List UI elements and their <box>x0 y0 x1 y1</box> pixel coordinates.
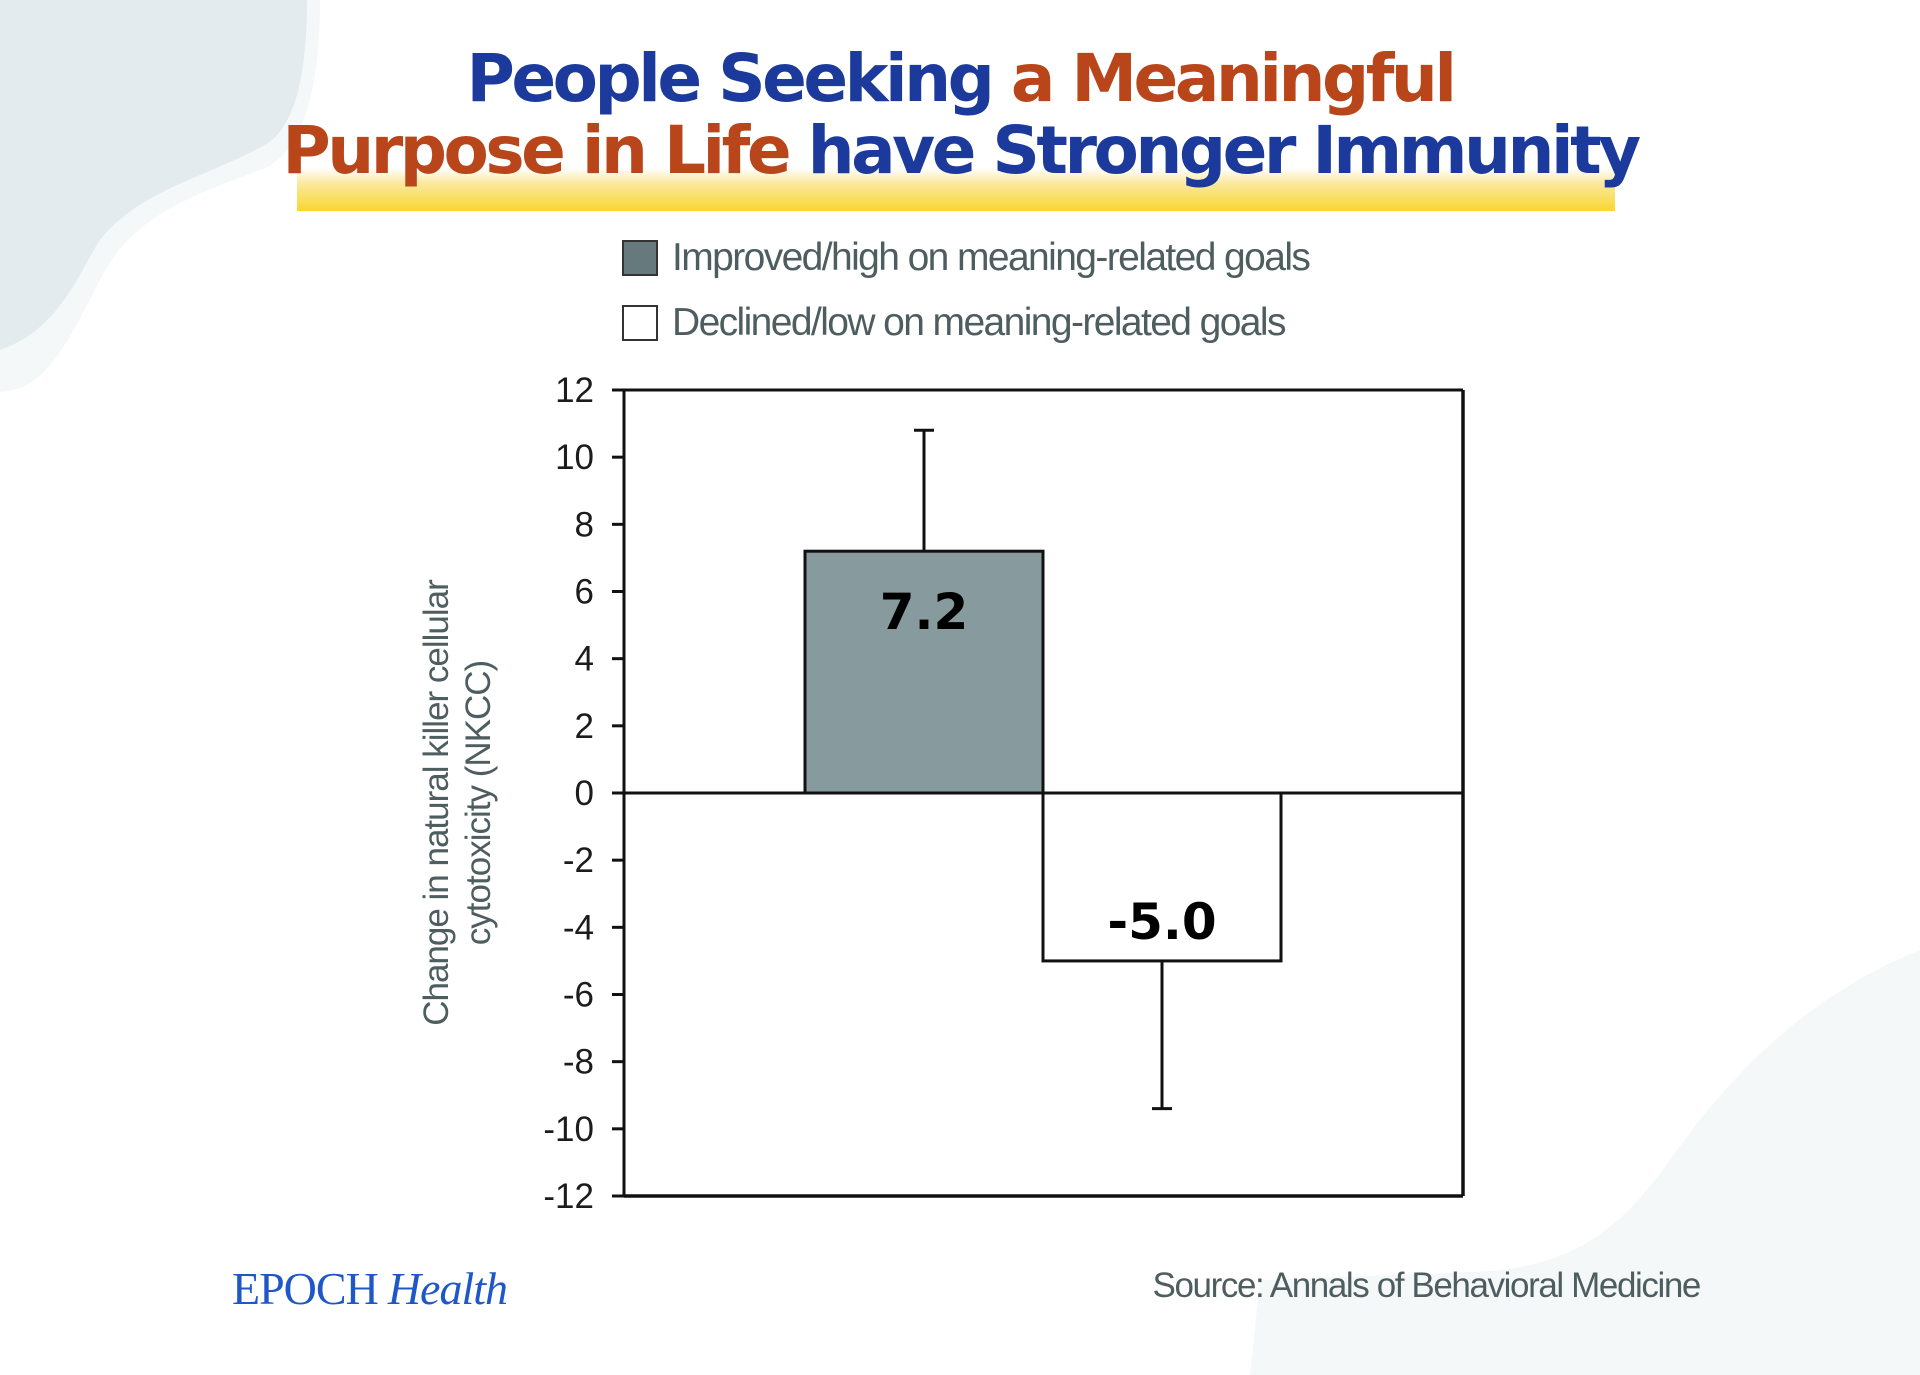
y-tick-label: 2 <box>575 707 594 746</box>
chart-title-line-1: People Seeking a Meaningful <box>0 42 1920 116</box>
legend-swatch-improved <box>622 240 658 276</box>
bar-improved <box>803 549 1045 795</box>
y-tick-label: 4 <box>575 640 594 679</box>
y-axis-label-line: cytotoxicity (NKCC) <box>459 661 498 945</box>
y-tick-label: 8 <box>575 505 594 544</box>
y-tick-label: -12 <box>543 1177 594 1216</box>
y-tick-label: -10 <box>543 1110 594 1149</box>
epoch-health-logo: EPOCH Health <box>232 1262 508 1315</box>
legend-item-improved: Improved/high on meaning-related goals <box>622 236 1311 279</box>
y-axis-ticks: 12 10 8 6 4 2 0 -2 -4 -6 -8 -10 -12 <box>543 371 624 1216</box>
y-tick-label: -4 <box>563 908 594 947</box>
bar-declined <box>1041 791 1283 963</box>
legend-label: Improved/high on meaning-related goals <box>672 236 1311 279</box>
y-tick-label: -2 <box>563 841 594 880</box>
chart-title-line-2: Purpose in Life have Stronger Immunity <box>0 114 1920 188</box>
legend-label: Declined/low on meaning-related goals <box>672 301 1286 344</box>
title-segment: a Meaningful <box>1010 40 1457 117</box>
logo-health: Health <box>387 1263 508 1314</box>
logo-epoch: EPOCH <box>232 1263 379 1314</box>
title-segment: Purpose in Life <box>282 112 808 189</box>
title-highlight-band <box>297 168 1615 211</box>
y-axis-label-line: Change in natural killer cellular <box>417 579 456 1026</box>
y-tick-label: 6 <box>575 573 594 612</box>
y-tick-label: -8 <box>563 1043 594 1082</box>
title-segment: People Seeking <box>466 40 1011 117</box>
y-tick-label: -6 <box>563 976 594 1015</box>
title-segment: have Stronger Immunity <box>807 112 1642 189</box>
y-axis-label: Change in natural killer cellular cytotox… <box>417 579 498 1026</box>
bars: 7.2 -5.0 <box>803 428 1283 1111</box>
bar-value-label: 7.2 <box>880 583 969 641</box>
source-citation: Source: Annals of Behavioral Medicine <box>1152 1266 1702 1305</box>
y-tick-label: 12 <box>555 371 594 410</box>
y-tick-label: 10 <box>555 438 594 477</box>
bar-value-label: -5.0 <box>1107 893 1216 951</box>
legend-swatch-declined <box>622 305 658 341</box>
legend-item-declined: Declined/low on meaning-related goals <box>622 301 1286 344</box>
y-tick-label: 0 <box>575 774 594 813</box>
